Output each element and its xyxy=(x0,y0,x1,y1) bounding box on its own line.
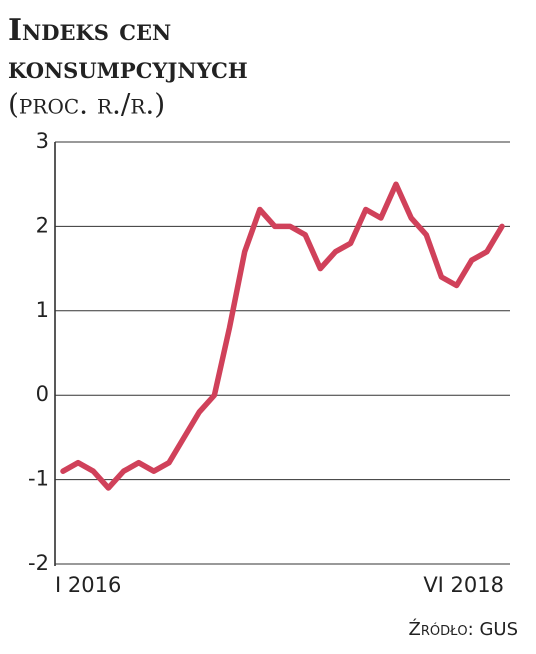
y-tick-label: 3 xyxy=(36,129,49,153)
y-tick-label: -1 xyxy=(28,467,49,491)
y-tick-label: 1 xyxy=(36,298,49,322)
y-tick-label: 2 xyxy=(36,213,49,237)
source-note: Źródło: GUS xyxy=(409,618,518,640)
y-tick-label: 0 xyxy=(36,382,49,406)
data-line xyxy=(60,181,505,491)
x-tick-label: I 2016 xyxy=(55,573,121,597)
x-tick-label: VI 2018 xyxy=(423,573,504,597)
chart-subtitle: (proc. r./r.) xyxy=(8,88,165,121)
chart-title: Indeks cen xyxy=(8,13,171,48)
y-tick-label: -2 xyxy=(28,551,49,575)
chart-title-line: konsumpcyjnych xyxy=(8,51,248,86)
